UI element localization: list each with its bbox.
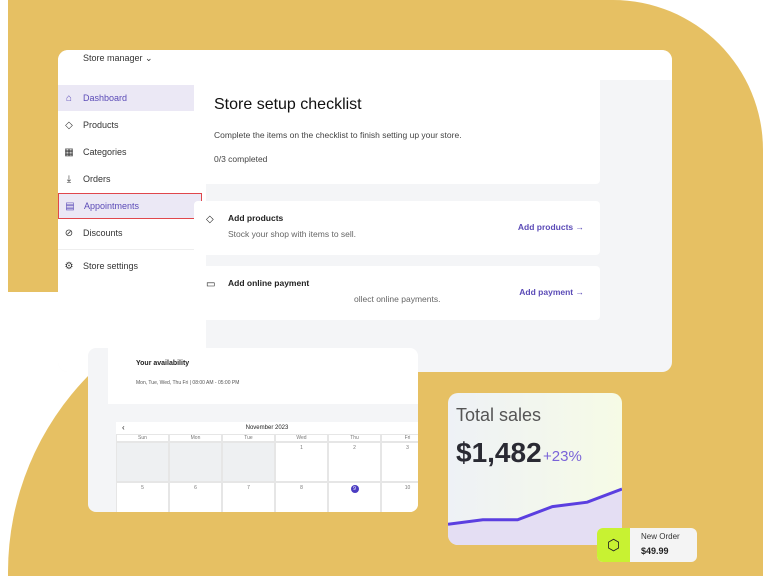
- calendar-month: November 2023: [245, 425, 289, 431]
- checklist-progress: 0/3 completed: [214, 154, 268, 164]
- sidebar-item-products[interactable]: ◇ Products: [58, 112, 202, 138]
- calendar-day: [116, 442, 169, 482]
- item-description: Stock your shop with items to sell.: [228, 229, 357, 239]
- day-header: Thu: [328, 434, 381, 442]
- calendar-day[interactable]: 8: [275, 482, 328, 512]
- sidebar-item-orders[interactable]: ⤓ Orders: [58, 166, 202, 192]
- grid-icon: ▦: [64, 146, 74, 158]
- availability-card: Your availability Mon, Tue, Wed, Thu Fri…: [108, 348, 418, 404]
- sales-title: Total sales: [456, 405, 542, 425]
- checklist: Store setup checklist Complete the items…: [194, 68, 600, 320]
- day-header: Tue: [222, 434, 275, 442]
- day-header: Wed: [275, 434, 328, 442]
- discount-icon: ⊘: [64, 227, 74, 239]
- availability-title: Your availability: [136, 360, 190, 367]
- day-header: Sun: [116, 434, 169, 442]
- calendar-day-today[interactable]: 9: [328, 482, 381, 512]
- checklist-description: Complete the items on the checklist to f…: [214, 130, 462, 140]
- order-amount: $49.99: [641, 546, 669, 556]
- sales-area: [448, 489, 622, 545]
- order-label: New Order: [641, 532, 680, 541]
- calendar-day[interactable]: 7: [222, 482, 275, 512]
- calendar-day[interactable]: 5: [116, 482, 169, 512]
- availability-hours: Mon, Tue, Wed, Thu Fri | 08:00 AM - 05:0…: [136, 380, 240, 386]
- day-header: Mon: [169, 434, 222, 442]
- label: Appointments: [84, 201, 140, 211]
- sales-change: +23%: [543, 448, 582, 465]
- chevron-left-icon[interactable]: ‹: [122, 423, 125, 432]
- credit-card-icon: ▭: [206, 279, 216, 290]
- item-title: Add products: [228, 213, 284, 223]
- total-sales-card: Total sales $1,482 +23%: [448, 393, 622, 545]
- calendar-icon: ▤: [65, 200, 75, 212]
- availability-panel: Your availability Mon, Tue, Wed, Thu Fri…: [88, 348, 418, 512]
- today-marker: 9: [350, 485, 359, 493]
- item-description: ollect online payments.: [354, 294, 441, 304]
- sales-line: [448, 487, 622, 526]
- tag-icon: ◇: [206, 214, 214, 225]
- calendar-day[interactable]: 1: [275, 442, 328, 482]
- sidebar-item-discounts[interactable]: ⊘ Discounts: [58, 220, 202, 246]
- label: Store settings: [83, 261, 139, 271]
- calendar-day: [222, 442, 275, 482]
- sidebar: ⌂ Dashboard ◇ Products ▦ Categories ⤓ Orders…: [58, 80, 206, 372]
- tag-icon: ◇: [65, 119, 73, 131]
- day-header: Fri: [381, 434, 418, 442]
- checklist-item-products: ◇ Add products Stock your shop with item…: [194, 201, 600, 255]
- sidebar-item-categories[interactable]: ▦ Categories: [58, 139, 202, 165]
- new-order-toast: ⬡ New Order $49.99: [597, 528, 697, 562]
- label: Orders: [83, 174, 111, 184]
- sales-trend-chart: [448, 487, 622, 545]
- calendar-day[interactable]: 10: [381, 482, 418, 512]
- package-icon: ⬡: [597, 528, 630, 562]
- label: Products: [83, 120, 119, 130]
- page-title: Store setup checklist: [214, 96, 362, 113]
- checklist-card: Store setup checklist Complete the items…: [194, 68, 600, 184]
- calendar-day: [169, 442, 222, 482]
- label: Categories: [83, 147, 127, 157]
- sidebar-item-appointments[interactable]: ▤ Appointments: [58, 193, 202, 219]
- home-icon: ⌂: [65, 92, 73, 104]
- sales-value: $1,482: [456, 437, 542, 468]
- calendar-day[interactable]: 3: [381, 442, 418, 482]
- download-icon: ⤓: [66, 173, 72, 185]
- divider: [58, 249, 206, 250]
- sidebar-item-store-settings[interactable]: ⚙ Store settings: [58, 253, 202, 279]
- sidebar-item-dashboard[interactable]: ⌂ Dashboard: [58, 85, 202, 111]
- calendar-day[interactable]: 6: [169, 482, 222, 512]
- item-title: Add online payment: [228, 278, 310, 288]
- label: Dashboard: [83, 93, 128, 103]
- checklist-item-payment: ▭ Add online payment ollect online payme…: [194, 266, 600, 320]
- gear-icon: ⚙: [64, 260, 74, 272]
- calendar-day[interactable]: 2: [328, 442, 381, 482]
- add-products-link[interactable]: Add products →: [517, 222, 584, 232]
- label: Discounts: [83, 228, 123, 238]
- add-payment-link[interactable]: Add payment →: [519, 287, 584, 297]
